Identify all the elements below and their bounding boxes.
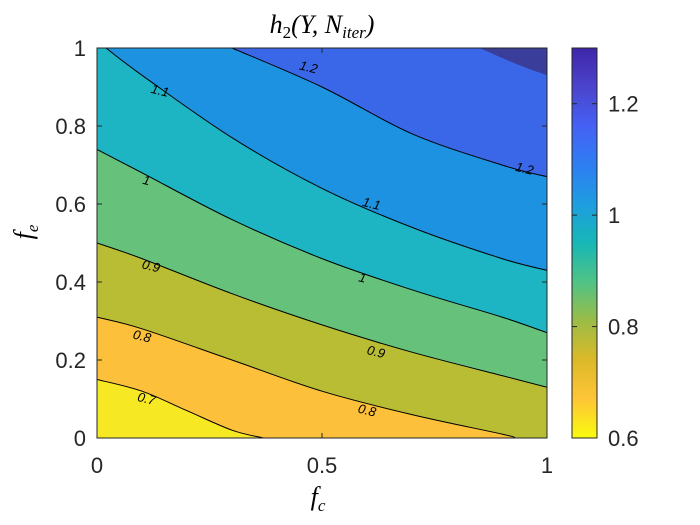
colorbar-tick-label: 0.6 [608,426,639,451]
contour-line-1.2 [231,48,547,178]
contour-label-1.2: 1.2 [298,58,320,77]
colorbar-tick-label: 1 [608,203,620,228]
title-args-sub: iter [342,23,366,42]
x-tick-label: 1 [541,453,553,478]
plot-area: 0.7 0.8 0.8 0.9 0.9 1 1 1.1 1.1 1.2 1.2 [97,48,547,438]
contour-label-1.1: 1.1 [361,194,382,213]
title-sub: 2 [283,23,292,42]
contour-label-1.2: 1.2 [514,159,536,178]
y-axis-label: fe [9,224,42,239]
title-args: (Y, N [291,10,344,39]
contour-label-0.8: 0.8 [132,327,154,346]
x-axis: 0 0.5 1 [91,48,553,478]
y-label-main: f [9,228,38,239]
contour-line-0.9 [97,242,547,388]
chart-title: h2(Y, Niter) [270,10,375,42]
x-tick-label: 0.5 [307,453,338,478]
contour-line-1 [97,148,547,334]
contour-label-1: 1 [141,172,152,188]
x-label-sub: c [318,496,326,515]
colorbar: 0.6 0.8 1 1.2 [571,47,639,451]
contour-line-0.7 [97,379,264,438]
colorbar-gradient [571,47,598,439]
contour-lines [97,48,547,438]
colorbar-ticks: 0.6 0.8 1 1.2 [572,92,639,451]
title-close: ) [364,10,375,39]
contour-line-0.8 [97,316,516,438]
x-label-main: f [311,482,322,511]
y-tick-label: 0.8 [55,114,86,139]
contour-label-0.9: 0.9 [141,256,162,275]
contour-label-0.7: 0.7 [136,389,158,408]
title-main: h [270,10,283,39]
y-tick-label: 0.4 [55,270,86,295]
contour-label-0.8: 0.8 [357,401,379,420]
y-tick-label: 0.2 [55,348,86,373]
colorbar-tick-label: 1.2 [608,92,639,117]
y-tick-label: 0.6 [55,192,86,217]
colorbar-tick-label: 0.8 [608,315,639,340]
y-tick-label: 1 [74,36,86,61]
contour-fills [97,48,547,438]
contour-labels: 0.7 0.8 0.8 0.9 0.9 1 1 1.1 1.1 1.2 1.2 [132,58,536,420]
y-label-sub: e [23,224,42,232]
contour-label-1.1: 1.1 [150,81,171,100]
fill-band-0.7-0.8 [97,317,547,438]
x-axis-label: fc [311,482,326,515]
y-axis: 0 0.2 0.4 0.6 0.8 1 [55,36,547,451]
contour-label-0.9: 0.9 [366,342,387,361]
contour-line-1.1 [105,48,547,271]
fill-band-0.6-0.7 [97,379,547,438]
contour-label-1: 1 [357,269,368,285]
x-tick-label: 0 [91,453,103,478]
y-tick-label: 0 [74,426,86,451]
